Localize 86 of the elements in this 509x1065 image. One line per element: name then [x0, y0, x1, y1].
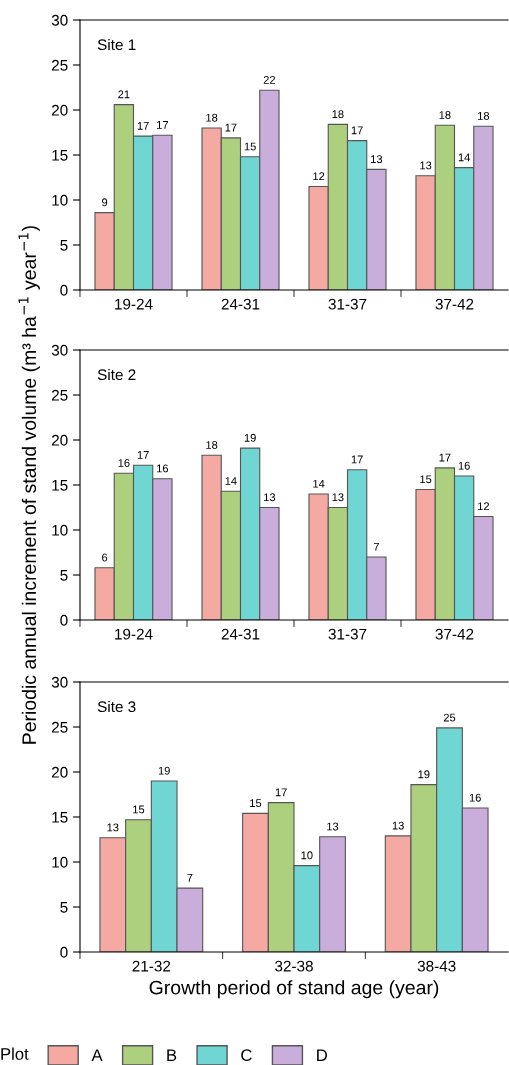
data-label: 6 — [102, 553, 108, 562]
data-label: 17 — [137, 121, 149, 130]
data-label: 7 — [187, 873, 193, 882]
data-label: 16 — [469, 793, 481, 802]
data-label: 12 — [313, 172, 325, 181]
x-tick-label: 38-43 — [417, 960, 456, 972]
data-label: 16 — [458, 461, 470, 470]
data-label: 18 — [206, 113, 218, 122]
x-tick-label: 21-32 — [132, 960, 171, 972]
y-tick-label: 5 — [60, 902, 68, 913]
data-label: 14 — [313, 479, 325, 488]
y-tick-label: 5 — [60, 570, 68, 581]
y-tick-label: 0 — [60, 284, 68, 296]
data-label: 13 — [332, 493, 344, 502]
data-label: 16 — [118, 459, 130, 467]
data-label: 10 — [301, 851, 313, 860]
data-label: 15 — [420, 475, 432, 484]
data-label: 12 — [478, 502, 490, 511]
data-label: 13 — [420, 161, 432, 170]
data-label: 19 — [244, 433, 256, 442]
x-tick-label: 19-24 — [115, 628, 153, 640]
y-tick-label: 10 — [52, 194, 68, 206]
y-tick-label: 10 — [52, 856, 68, 868]
y-tick-label: 30 — [51, 14, 68, 26]
y-tick-label: 15 — [52, 150, 68, 161]
y-tick-label: 25 — [51, 389, 68, 401]
data-label: 19 — [158, 766, 170, 775]
data-label: 22 — [263, 75, 276, 84]
data-label: 17 — [225, 123, 237, 132]
y-tick-label: 0 — [60, 946, 68, 958]
x-tick-label: 37-42 — [435, 298, 474, 310]
y-axis-title: Periodic annual increment of stand volume (m³ ha$^{−1}$ year$^{−1}$) — [18, 226, 40, 744]
data-label: 16 — [157, 464, 169, 473]
data-label: 25 — [443, 713, 456, 722]
y-tick-label: 0 — [60, 614, 68, 626]
text: Site 3 — [97, 700, 136, 713]
y-tick-label: 5 — [60, 240, 68, 251]
data-label: 18 — [206, 441, 218, 449]
y-tick-label: 30 — [51, 344, 68, 356]
y-tick-label: 25 — [51, 59, 68, 71]
legend-label: A — [91, 1049, 103, 1061]
x-tick-label: 31-37 — [328, 298, 367, 310]
data-label: 17 — [157, 121, 169, 129]
x-tick-label: 31-37 — [328, 628, 367, 640]
data-label: 17 — [351, 455, 363, 464]
data-label: 15 — [250, 799, 262, 808]
legend-label: C — [241, 1049, 252, 1062]
data-label: 13 — [107, 823, 119, 832]
y-tick-label: 25 — [51, 721, 68, 733]
text: Site 1 — [97, 38, 136, 51]
data-label: 13 — [327, 822, 339, 831]
data-label: 15 — [133, 805, 145, 814]
text: Site 2 — [97, 368, 136, 381]
x-tick-label: 19-24 — [115, 298, 153, 310]
data-label: 14 — [225, 477, 237, 485]
data-label: 7 — [373, 542, 379, 551]
x-axis-title: Growth period of stand age (year) — [149, 980, 439, 999]
data-label: 17 — [137, 451, 149, 459]
legend-title: Plot — [1, 1047, 29, 1060]
y-tick-label: 20 — [51, 434, 68, 446]
x-tick-label: 37-42 — [435, 628, 474, 640]
data-label: 17 — [275, 788, 287, 797]
x-tick-label: 32-38 — [275, 960, 313, 972]
y-tick-label: 15 — [52, 480, 68, 491]
data-label: 17 — [439, 453, 451, 462]
y-tick-label: 20 — [51, 766, 68, 778]
data-label: 13 — [264, 493, 276, 502]
y-tick-label: 10 — [52, 524, 68, 536]
x-tick-label: 24-31 — [221, 628, 260, 640]
y-tick-label: 20 — [51, 104, 68, 116]
legend-label: D — [317, 1049, 328, 1061]
data-label: 13 — [371, 155, 383, 164]
data-label: 15 — [244, 142, 256, 151]
y-tick-label: 15 — [52, 812, 68, 823]
data-label: 21 — [118, 90, 130, 99]
y-tick-label: 30 — [51, 676, 68, 688]
data-label: 17 — [351, 126, 363, 135]
legend-label: B — [167, 1049, 177, 1061]
data-label: 13 — [392, 821, 404, 830]
data-label: 18 — [478, 111, 490, 120]
data-label: 19 — [418, 770, 430, 779]
data-label: 9 — [102, 198, 108, 207]
data-label: 14 — [458, 153, 470, 162]
data-label: 18 — [439, 111, 451, 119]
x-tick-label: 24-31 — [221, 298, 260, 310]
data-label: 18 — [332, 110, 344, 119]
